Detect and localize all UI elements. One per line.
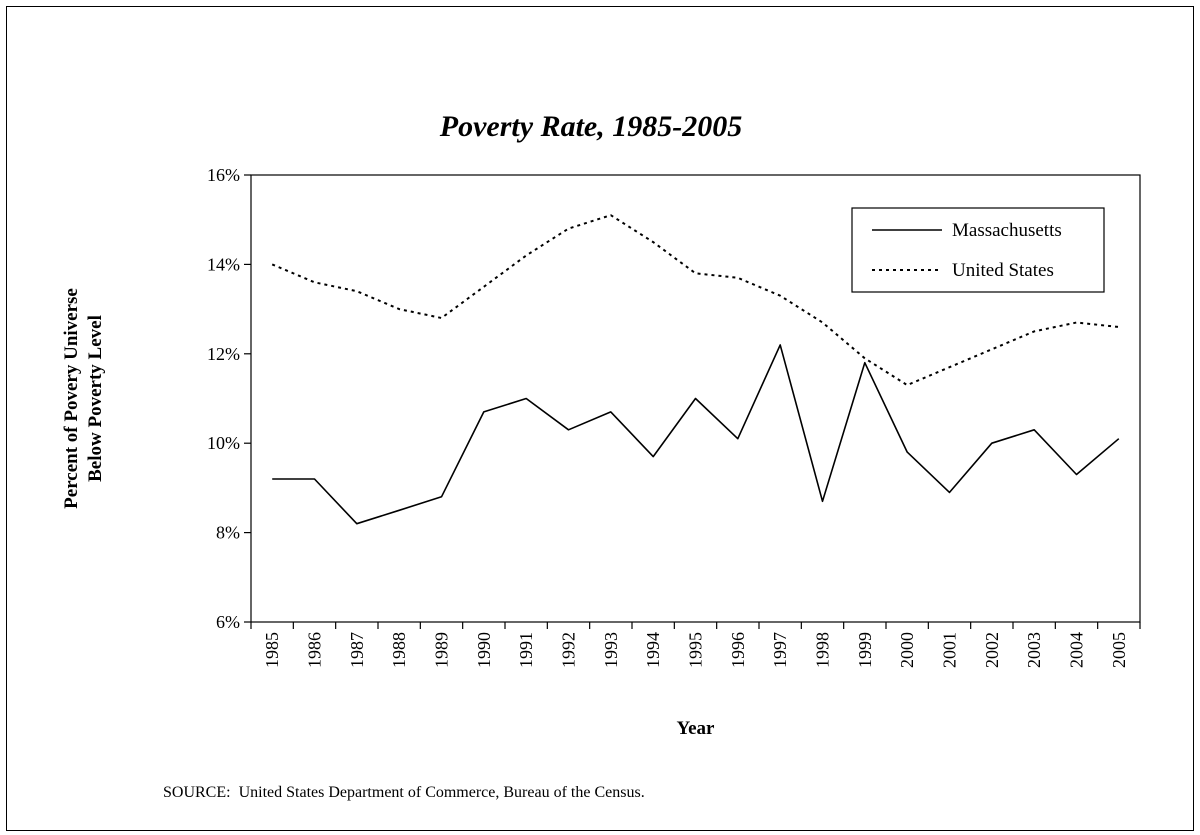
y-tick-label: 14% [207, 254, 240, 274]
x-tick-label: 2000 [897, 632, 917, 668]
x-tick-label: 2004 [1067, 632, 1087, 668]
y-tick-label: 16% [207, 165, 240, 185]
y-tick-label: 6% [216, 612, 240, 632]
x-axis: 1985 1986 1987 1988 1989 1990 1991 1992 1993 1994… [250, 622, 1141, 668]
x-tick-label: 1987 [347, 632, 367, 668]
x-tick-label: 1992 [559, 632, 579, 668]
legend: Massachusetts United States [851, 207, 1105, 293]
x-tick-label: 1996 [728, 632, 748, 668]
y-axis: 6% 8% 10% 12% 14% 16% [207, 165, 251, 632]
x-axis-title: Year [677, 718, 716, 739]
series-line-massachusetts [272, 344, 1120, 525]
x-tick-label: 1995 [686, 632, 706, 668]
y-axis-title-line: Percent of Povery Universe [61, 288, 82, 509]
x-tick-label: 1986 [305, 632, 325, 668]
y-tick-label: 10% [207, 433, 240, 453]
x-tick-label: 2003 [1024, 632, 1044, 668]
x-tick-label: 1988 [389, 632, 409, 668]
source-note: SOURCE: United States Department of Comm… [163, 784, 645, 801]
data-point [355, 290, 358, 293]
data-point [990, 348, 993, 351]
x-tick-label: 1993 [601, 632, 621, 668]
x-tick-label: 2001 [940, 632, 960, 668]
x-tick-label: 2005 [1109, 632, 1129, 668]
legend-box [851, 207, 1105, 293]
data-point [694, 272, 697, 275]
legend-label: Massachusetts [952, 220, 1062, 241]
y-axis-title: Percent of Povery Universe Below Poverty … [61, 288, 106, 509]
x-tick-label: 1997 [770, 632, 790, 668]
series-layer [271, 214, 1120, 525]
chart-title: Poverty Rate, 1985-2005 [439, 110, 742, 143]
series-line-united-states [271, 214, 1119, 387]
x-tick-label: 1991 [516, 632, 536, 668]
data-point [567, 227, 570, 230]
x-tick-label: 1999 [855, 632, 875, 668]
x-tick-label: 1998 [813, 632, 833, 668]
y-tick-label: 12% [207, 344, 240, 364]
x-tick-label: 1989 [432, 632, 452, 668]
legend-label: United States [952, 260, 1054, 281]
x-tick-label: 1994 [643, 632, 663, 668]
plot-area [250, 174, 1141, 623]
chart-frame: Poverty Rate, 1985-2005 Percent of Pover… [6, 6, 1194, 831]
y-axis-title-line: Below Poverty Level [85, 315, 106, 482]
data-point [736, 276, 739, 279]
line-chart: Poverty Rate, 1985-2005 Percent of Pover… [61, 110, 1141, 801]
x-tick-label: 2002 [982, 632, 1002, 668]
x-tick-label: 1990 [474, 632, 494, 668]
x-tick-label: 1985 [262, 632, 282, 668]
y-tick-label: 8% [216, 523, 240, 543]
